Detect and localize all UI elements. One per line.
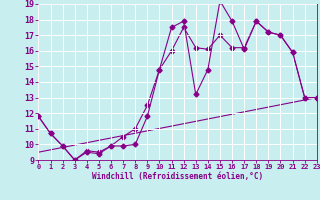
X-axis label: Windchill (Refroidissement éolien,°C): Windchill (Refroidissement éolien,°C): [92, 172, 263, 181]
